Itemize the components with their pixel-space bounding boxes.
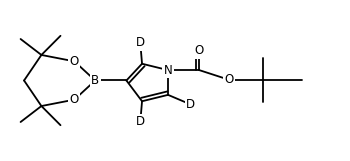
Text: D: D <box>186 98 195 111</box>
Text: D: D <box>136 115 145 128</box>
Text: N: N <box>164 64 173 77</box>
Text: O: O <box>224 73 233 86</box>
Text: B: B <box>91 74 99 87</box>
Text: D: D <box>136 37 145 49</box>
Text: O: O <box>70 55 79 68</box>
Text: O: O <box>70 93 79 106</box>
Text: O: O <box>195 44 204 57</box>
